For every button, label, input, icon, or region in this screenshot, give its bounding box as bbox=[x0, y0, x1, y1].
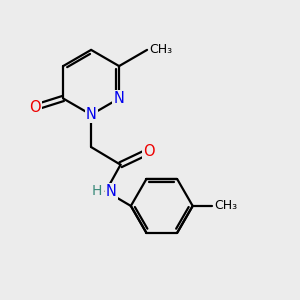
Text: H: H bbox=[91, 184, 102, 198]
Text: N: N bbox=[106, 184, 117, 199]
Text: O: O bbox=[143, 144, 154, 159]
Text: O: O bbox=[29, 100, 41, 115]
Text: N: N bbox=[114, 91, 124, 106]
Text: CH₃: CH₃ bbox=[214, 200, 237, 212]
Text: N: N bbox=[86, 107, 97, 122]
Text: CH₃: CH₃ bbox=[149, 44, 172, 56]
